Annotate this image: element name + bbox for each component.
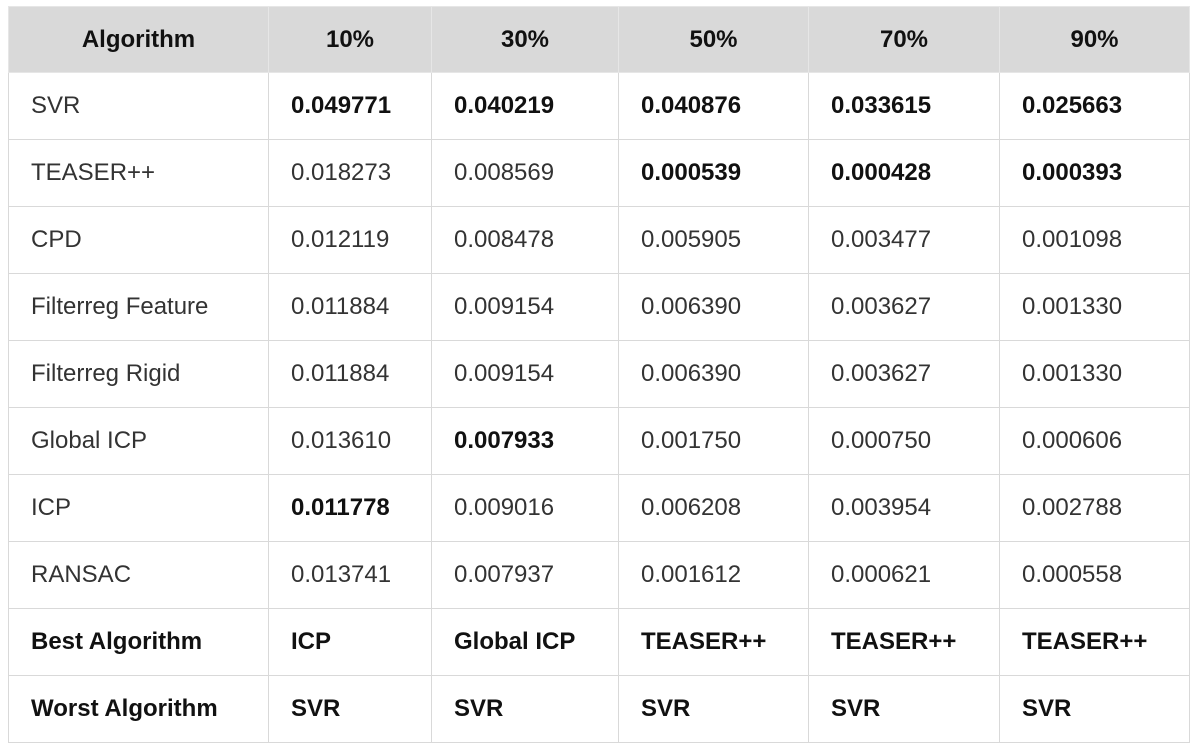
table-cell: 0.007937	[431, 541, 619, 609]
results-table: Algorithm 10% 30% 50% 70% 90% SVR 0.04977…	[8, 6, 1190, 743]
table-cell: 0.001330	[999, 273, 1190, 341]
table-cell: 0.000558	[999, 541, 1190, 609]
summary-cell: SVR	[431, 675, 619, 743]
table-cell: 0.012119	[268, 206, 432, 274]
table-row: CPD 0.012119 0.008478 0.005905 0.003477 0.001…	[8, 206, 1190, 274]
summary-cell: ICP	[268, 608, 432, 676]
table-cell: 0.013610	[268, 407, 432, 475]
table-cell: 0.008569	[431, 139, 619, 207]
table-cell: 0.049771	[268, 72, 432, 140]
table-cell: 0.001330	[999, 340, 1190, 408]
table-cell: 0.003627	[808, 273, 1000, 341]
table-cell: 0.011778	[268, 474, 432, 542]
table-cell: 0.025663	[999, 72, 1190, 140]
table-cell: 0.000393	[999, 139, 1190, 207]
summary-cell: TEASER++	[618, 608, 809, 676]
table-header: Algorithm 10% 30% 50% 70% 90%	[8, 6, 1190, 73]
table-row: TEASER++ 0.018273 0.008569 0.000539 0.000428…	[8, 139, 1190, 207]
table-body: SVR 0.049771 0.040219 0.040876 0.033615 0.025…	[8, 72, 1190, 743]
table-cell: 0.003954	[808, 474, 1000, 542]
summary-cell: SVR	[808, 675, 1000, 743]
table-row: SVR 0.049771 0.040219 0.040876 0.033615 0.025…	[8, 72, 1190, 140]
table-cell: 0.000539	[618, 139, 809, 207]
summary-cell: SVR	[268, 675, 432, 743]
table-cell: 0.006208	[618, 474, 809, 542]
row-label: Best Algorithm	[8, 608, 269, 676]
worst-algorithm-row: Worst Algorithm SVR SVR SVR SVR SVR	[8, 675, 1190, 743]
table-cell: 0.003627	[808, 340, 1000, 408]
header-cell-90-percent: 90%	[999, 6, 1190, 73]
table-row: RANSAC 0.013741 0.007937 0.001612 0.000621 0.…	[8, 541, 1190, 609]
best-algorithm-row: Best Algorithm ICP Global ICP TEASER++ TEASE…	[8, 608, 1190, 676]
table-cell: 0.000606	[999, 407, 1190, 475]
row-label: RANSAC	[8, 541, 269, 609]
table-cell: 0.009154	[431, 273, 619, 341]
table-row: Global ICP 0.013610 0.007933 0.001750 0.0007…	[8, 407, 1190, 475]
row-label: Filterreg Rigid	[8, 340, 269, 408]
table-cell: 0.002788	[999, 474, 1190, 542]
header-cell-70-percent: 70%	[808, 6, 1000, 73]
table-cell: 0.000428	[808, 139, 1000, 207]
table-cell: 0.013741	[268, 541, 432, 609]
summary-cell: Global ICP	[431, 608, 619, 676]
header-cell-30-percent: 30%	[431, 6, 619, 73]
header-cell-algorithm: Algorithm	[8, 6, 269, 73]
table-cell: 0.001750	[618, 407, 809, 475]
table-cell: 0.000750	[808, 407, 1000, 475]
table-cell: 0.040876	[618, 72, 809, 140]
row-label: ICP	[8, 474, 269, 542]
table-cell: 0.006390	[618, 340, 809, 408]
table-cell: 0.033615	[808, 72, 1000, 140]
row-label: Worst Algorithm	[8, 675, 269, 743]
table-cell: 0.011884	[268, 340, 432, 408]
header-cell-10-percent: 10%	[268, 6, 432, 73]
table-row: Filterreg Feature 0.011884 0.009154 0.00639…	[8, 273, 1190, 341]
table-row: ICP 0.011778 0.009016 0.006208 0.003954 0.002…	[8, 474, 1190, 542]
table-cell: 0.009016	[431, 474, 619, 542]
table-cell: 0.001098	[999, 206, 1190, 274]
table-cell: 0.018273	[268, 139, 432, 207]
table-cell: 0.006390	[618, 273, 809, 341]
summary-cell: SVR	[618, 675, 809, 743]
row-label: CPD	[8, 206, 269, 274]
table-cell: 0.009154	[431, 340, 619, 408]
header-row: Algorithm 10% 30% 50% 70% 90%	[8, 6, 1190, 73]
table-cell: 0.003477	[808, 206, 1000, 274]
table-cell: 0.011884	[268, 273, 432, 341]
table-row: Filterreg Rigid 0.011884 0.009154 0.006390 0…	[8, 340, 1190, 408]
summary-cell: TEASER++	[999, 608, 1190, 676]
table-cell: 0.008478	[431, 206, 619, 274]
summary-cell: TEASER++	[808, 608, 1000, 676]
header-cell-50-percent: 50%	[618, 6, 809, 73]
table-cell: 0.007933	[431, 407, 619, 475]
row-label: Filterreg Feature	[8, 273, 269, 341]
table-cell: 0.040219	[431, 72, 619, 140]
row-label: SVR	[8, 72, 269, 140]
summary-cell: SVR	[999, 675, 1190, 743]
table-cell: 0.000621	[808, 541, 1000, 609]
table-cell: 0.001612	[618, 541, 809, 609]
table-cell: 0.005905	[618, 206, 809, 274]
row-label: Global ICP	[8, 407, 269, 475]
row-label: TEASER++	[8, 139, 269, 207]
